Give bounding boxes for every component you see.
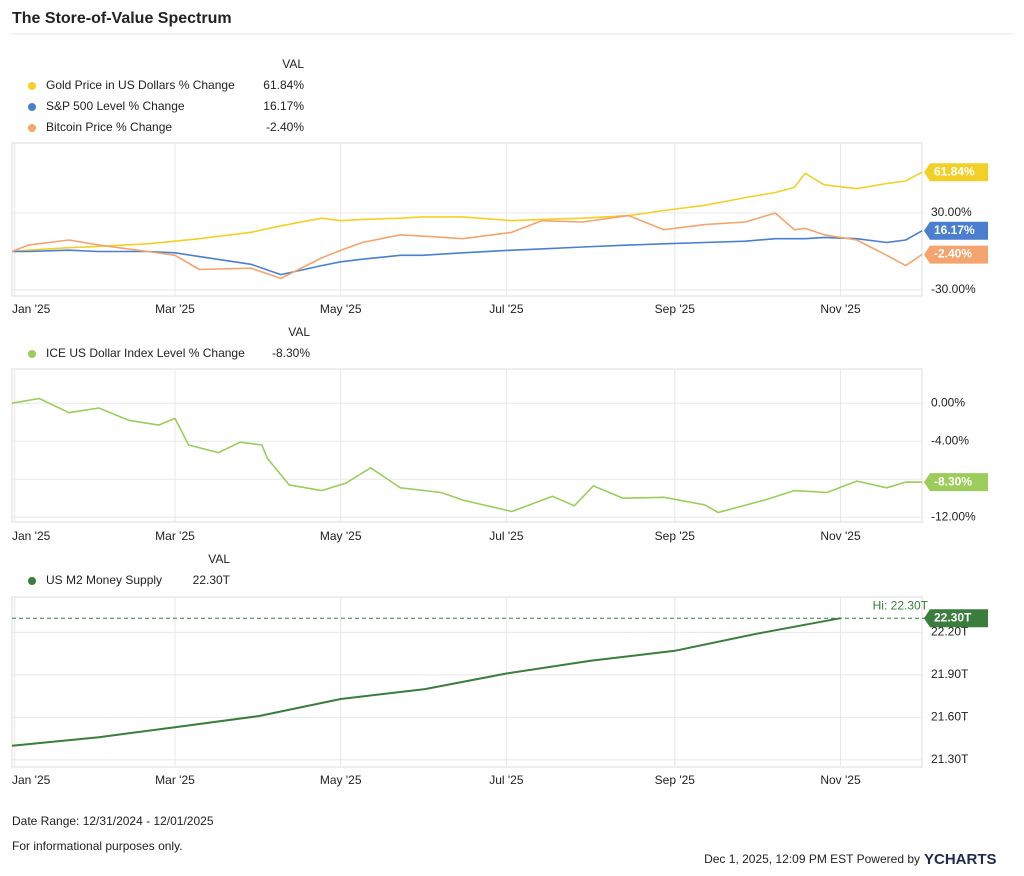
x-tick-label: Jul '25 [489,773,524,787]
x-tick-label: Jan '25 [12,529,51,543]
end-badge: 22.30T [924,609,988,628]
y-tick-label: -4.00% [931,433,969,447]
x-tick-label: Mar '25 [155,302,195,316]
x-tick-label: May '25 [320,773,362,787]
x-tick-label: Sep '25 [655,773,696,787]
high-label: Hi: 22.30T [873,598,929,612]
legend-label: Bitcoin Price % Change [46,120,172,134]
x-tick-label: May '25 [320,529,362,543]
x-tick-label: Jan '25 [12,773,51,787]
y-tick-label: 0.00% [931,395,965,409]
badge-shape [924,609,988,628]
badge-shape [924,245,988,264]
y-tick-label: -30.00% [931,282,976,296]
series-line [11,397,922,514]
series-line [11,212,923,280]
y-tick-label: 21.60T [931,710,969,724]
x-tick-label: Sep '25 [655,529,696,543]
date-range: Date Range: 12/31/2024 - 12/01/2025 [12,814,214,828]
legend-value: 16.17% [263,99,304,113]
legend-label: ICE US Dollar Index Level % Change [46,346,245,360]
y-tick-label: 21.30T [931,752,969,766]
x-tick-label: May '25 [320,302,362,316]
badge-shape [924,221,988,240]
badge-label: -2.40% [934,247,972,261]
legend-header: VAL [208,552,230,566]
legend-value: 22.30T [193,573,231,587]
badge-shape [924,473,988,492]
badge-shape [924,163,988,182]
x-tick-label: Mar '25 [155,529,195,543]
legend-label: S&P 500 Level % Change [46,99,185,113]
end-badge: -8.30% [924,473,988,492]
end-badge: -2.40% [924,245,988,264]
badge-label: -8.30% [934,474,972,488]
end-badge: 16.17% [924,221,988,240]
legend-swatch [28,350,36,358]
logo: YCHARTS [924,851,997,868]
x-tick-label: Jul '25 [489,302,524,316]
legend-value: -8.30% [272,346,310,360]
series-line [11,171,923,253]
series-line [11,617,841,747]
legend-value: -2.40% [266,120,304,134]
end-badge: 61.84% [924,163,988,182]
y-tick-label: -12.00% [931,509,976,523]
legend-value: 61.84% [263,78,304,92]
badge-label: 16.17% [934,223,975,237]
plot-frame [11,142,923,297]
x-tick-label: Jan '25 [12,302,51,316]
disclaimer: For informational purposes only. [12,839,183,853]
legend-swatch [28,124,36,132]
x-tick-label: Nov '25 [820,302,861,316]
plot-frame [11,368,923,523]
legend-label: Gold Price in US Dollars % Change [46,78,235,92]
series-line [12,230,923,276]
legend-swatch [28,103,36,111]
plot-frame [11,596,923,768]
x-tick-label: Nov '25 [820,773,861,787]
x-tick-label: Jul '25 [489,529,524,543]
legend-swatch [28,577,36,585]
x-tick-label: Sep '25 [655,302,696,316]
legend-label: US M2 Money Supply [46,573,162,587]
legend-swatch [28,82,36,90]
badge-label: 22.30T [934,610,972,624]
y-tick-label: 30.00% [931,205,972,219]
legend-header: VAL [288,325,310,339]
badge-label: 61.84% [934,164,975,178]
timestamp: Dec 1, 2025, 12:09 PM EST Powered by [704,852,920,866]
page-title: The Store-of-Value Spectrum [12,10,232,27]
x-tick-label: Mar '25 [155,773,195,787]
y-tick-label: 22.20T [931,625,969,639]
legend-header: VAL [282,57,304,71]
x-tick-label: Nov '25 [820,529,861,543]
y-tick-label: 21.90T [931,667,969,681]
